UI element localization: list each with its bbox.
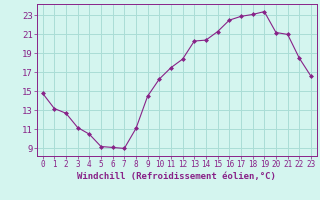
X-axis label: Windchill (Refroidissement éolien,°C): Windchill (Refroidissement éolien,°C) bbox=[77, 172, 276, 181]
